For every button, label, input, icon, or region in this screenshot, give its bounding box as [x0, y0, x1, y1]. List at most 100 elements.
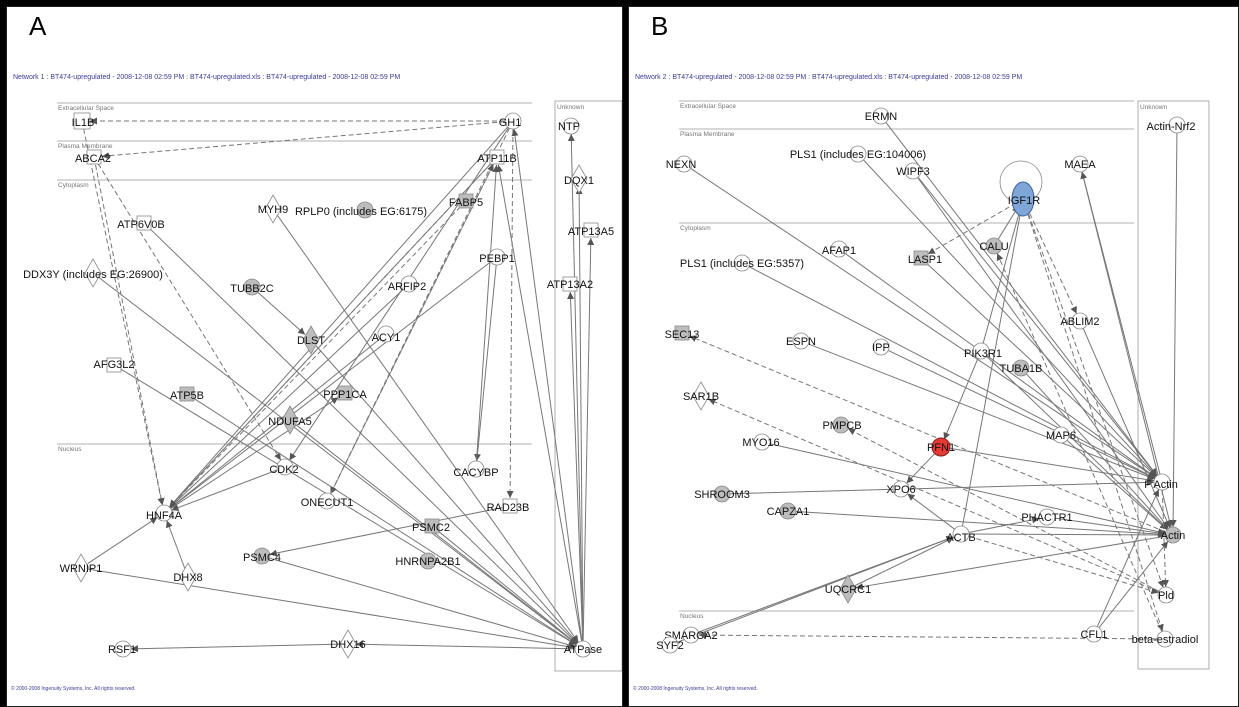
- gene-node-dlst[interactable]: DLST: [297, 325, 325, 355]
- node-label: DLST: [297, 335, 325, 347]
- gene-node-dhx8[interactable]: DHX8: [173, 562, 203, 592]
- gene-node-psmc4[interactable]: PSMC4: [243, 547, 281, 565]
- gene-node-ndufa5[interactable]: NDUFA5: [268, 405, 312, 435]
- gene-node-xpo6[interactable]: XPO6: [886, 480, 916, 498]
- gene-node-arfip2[interactable]: ARFIP2: [388, 275, 427, 293]
- node-shape: [892, 480, 910, 498]
- node-label: ABLIM2: [1060, 316, 1099, 328]
- gene-node-atp6v0b[interactable]: ATP6V0B: [117, 215, 165, 231]
- gene-node-atp5b[interactable]: ATP5B: [170, 386, 204, 402]
- gene-node-atp13a2[interactable]: ATP13A2: [547, 276, 593, 292]
- gene-node-uqcrc1[interactable]: UQCRC1: [825, 574, 871, 604]
- gene-node-hnrnpa2b1[interactable]: HNRNPA2B1: [395, 552, 461, 570]
- section-label: Unknown: [1140, 104, 1167, 111]
- node-label: ATPase: [564, 644, 602, 656]
- node-shape: [1071, 155, 1089, 173]
- gene-node-ermn[interactable]: ERMN: [865, 107, 897, 125]
- gene-node-betaestradiol[interactable]: beta-estradiol: [1132, 630, 1199, 648]
- gene-node-rad23b[interactable]: RAD23B: [487, 498, 530, 514]
- node-label: CACYBP: [453, 467, 498, 479]
- gene-node-cdk2[interactable]: CDK2: [269, 458, 299, 476]
- gene-node-ntp[interactable]: NTP: [558, 117, 580, 135]
- gene-node-ablim2[interactable]: ABLIM2: [1060, 312, 1100, 330]
- gene-node-nexn[interactable]: NEXN: [666, 155, 697, 173]
- gene-node-pebp1[interactable]: PEBP1: [479, 248, 515, 266]
- gene-node-actin[interactable]: Actin: [1161, 526, 1185, 544]
- gene-node-capza1[interactable]: CAPZA1: [767, 502, 810, 520]
- gene-node-atpase[interactable]: ATPase: [564, 640, 602, 658]
- gene-node-hnf4a[interactable]: HNF4A: [146, 504, 183, 522]
- gene-node-atp11b[interactable]: ATP11B: [477, 149, 517, 165]
- edge: [567, 133, 584, 642]
- gene-node-onecut1[interactable]: ONECUT1: [301, 492, 354, 510]
- gene-node-map6[interactable]: MAP6: [1046, 426, 1076, 444]
- gene-node-afg3l2[interactable]: AFG3L2: [94, 357, 135, 373]
- gene-node-atp13a5[interactable]: ATP13A5: [568, 222, 614, 238]
- section-label: Plasma Membrane: [58, 143, 113, 150]
- gene-node-calu[interactable]: CALU: [979, 237, 1009, 255]
- edge: [708, 398, 1159, 593]
- gene-node-actinnrf2[interactable]: Actin-Nrf2: [1147, 116, 1196, 134]
- gene-node-sec13[interactable]: SEC13: [665, 325, 700, 341]
- node-shape: [849, 145, 867, 163]
- node-label: MYH9: [258, 204, 289, 216]
- edge: [845, 253, 1156, 478]
- edge: [130, 643, 341, 653]
- gene-node-fabp5[interactable]: FABP5: [449, 193, 483, 209]
- gene-node-lasp1[interactable]: LASP1: [908, 250, 942, 266]
- gene-node-wrnip1[interactable]: WRNIP1: [60, 553, 103, 583]
- gene-node-pls1b[interactable]: PLS1 (includes EG:5357): [680, 254, 804, 272]
- edge: [101, 121, 506, 160]
- node-shape: [488, 248, 506, 266]
- gene-node-wipf3[interactable]: WIPF3: [896, 162, 930, 180]
- node-shape: [1038, 508, 1056, 526]
- gene-node-sar1b[interactable]: SAR1B: [683, 381, 719, 411]
- node-label: RAD23B: [487, 502, 530, 514]
- gene-node-ipp[interactable]: IPP: [872, 338, 890, 356]
- node-label: PLS1 (includes EG:5357): [680, 258, 804, 270]
- gene-node-smarca2[interactable]: SMARCA2: [664, 626, 718, 644]
- gene-node-myh9[interactable]: MYH9: [258, 194, 289, 224]
- edge: [887, 350, 1156, 479]
- gene-node-maea[interactable]: MAEA: [1064, 155, 1096, 173]
- gene-node-igf1r[interactable]: IGF1R: [999, 160, 1043, 217]
- node-shape: [1012, 359, 1030, 377]
- gene-node-rplp0[interactable]: RPLP0 (includes EG:6175): [295, 201, 427, 219]
- gene-node-syf2[interactable]: SYF2: [656, 636, 684, 654]
- gene-node-phactr1[interactable]: PHACTR1: [1021, 508, 1073, 526]
- gene-node-ddx3y[interactable]: DDX3Y (includes EG:26900): [23, 258, 163, 288]
- gene-node-rsf1[interactable]: RSF1: [108, 640, 136, 658]
- gene-node-factin[interactable]: F Actin: [1144, 473, 1178, 491]
- gene-node-pfn1[interactable]: PFN1: [927, 437, 955, 457]
- gene-node-myo16[interactable]: MYO16: [742, 433, 780, 451]
- node-shape: [792, 332, 810, 350]
- gene-node-pld[interactable]: Pld: [1157, 586, 1175, 604]
- gene-node-actb[interactable]: ACTB: [946, 525, 976, 544]
- edge: [567, 291, 584, 642]
- gene-node-acy1[interactable]: ACY1: [372, 325, 401, 344]
- edge: [943, 358, 979, 440]
- gene-node-cfl1[interactable]: CFL1: [1081, 625, 1108, 643]
- node-shape: [72, 553, 90, 583]
- node-shape: [318, 492, 336, 510]
- node-label: GH1: [499, 117, 522, 129]
- gene-node-dhx16[interactable]: DHX16: [330, 629, 366, 659]
- gene-node-dqx1[interactable]: DQX1: [564, 164, 594, 194]
- gene-node-pls1a[interactable]: PLS1 (includes EG:104006): [790, 145, 926, 163]
- edges: [83, 117, 595, 653]
- gene-node-tuba1b[interactable]: TUBA1B: [1000, 359, 1043, 377]
- node-shape: [337, 385, 353, 401]
- gene-node-il1b[interactable]: IL1B: [72, 112, 95, 130]
- gene-node-abca2[interactable]: ABCA2: [75, 149, 111, 165]
- gene-node-tubb2c[interactable]: TUBB2C: [230, 278, 274, 296]
- gene-node-cacybp[interactable]: CACYBP: [453, 460, 499, 479]
- node-shape: [1011, 181, 1035, 217]
- gene-node-gh1[interactable]: GH1: [499, 112, 522, 130]
- gene-node-pmpcb[interactable]: PMPCB: [822, 416, 862, 434]
- gene-node-pik3r1[interactable]: PIK3R1: [964, 342, 1002, 360]
- gene-node-espn[interactable]: ESPN: [786, 332, 816, 350]
- gene-node-afap1[interactable]: AFAP1: [822, 240, 856, 258]
- gene-node-psmc2[interactable]: PSMC2: [412, 518, 450, 534]
- gene-node-ppp1ca[interactable]: PPP1CA: [323, 385, 367, 401]
- gene-node-shroom3[interactable]: SHROOM3: [694, 485, 750, 503]
